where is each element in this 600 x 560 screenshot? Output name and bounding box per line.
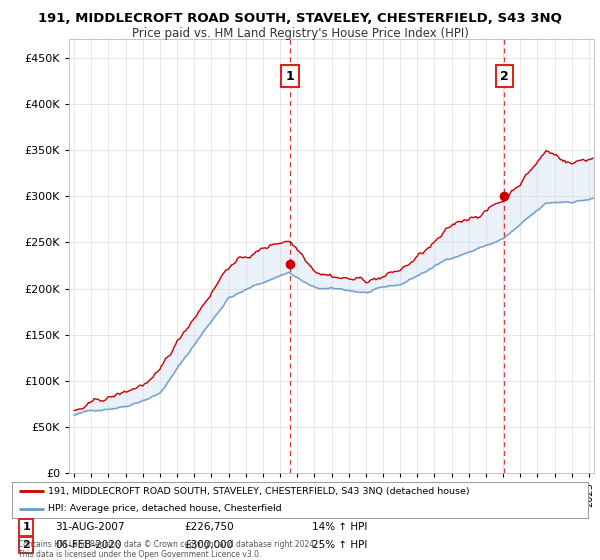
- Text: HPI: Average price, detached house, Chesterfield: HPI: Average price, detached house, Ches…: [48, 505, 281, 514]
- Text: 25% ↑ HPI: 25% ↑ HPI: [311, 540, 367, 550]
- Text: Price paid vs. HM Land Registry's House Price Index (HPI): Price paid vs. HM Land Registry's House …: [131, 27, 469, 40]
- Text: £226,750: £226,750: [185, 522, 235, 533]
- Text: 1: 1: [286, 69, 295, 83]
- Text: Contains HM Land Registry data © Crown copyright and database right 2024.
This d: Contains HM Land Registry data © Crown c…: [18, 540, 317, 559]
- Text: 06-FEB-2020: 06-FEB-2020: [55, 540, 122, 550]
- Text: 14% ↑ HPI: 14% ↑ HPI: [311, 522, 367, 533]
- Text: 31-AUG-2007: 31-AUG-2007: [55, 522, 125, 533]
- Text: 1: 1: [23, 522, 30, 533]
- Text: 2: 2: [500, 69, 509, 83]
- Text: 191, MIDDLECROFT ROAD SOUTH, STAVELEY, CHESTERFIELD, S43 3NQ: 191, MIDDLECROFT ROAD SOUTH, STAVELEY, C…: [38, 12, 562, 25]
- Text: 2: 2: [23, 540, 30, 550]
- Text: £300,000: £300,000: [185, 540, 234, 550]
- Text: 191, MIDDLECROFT ROAD SOUTH, STAVELEY, CHESTERFIELD, S43 3NQ (detached house): 191, MIDDLECROFT ROAD SOUTH, STAVELEY, C…: [48, 487, 469, 496]
